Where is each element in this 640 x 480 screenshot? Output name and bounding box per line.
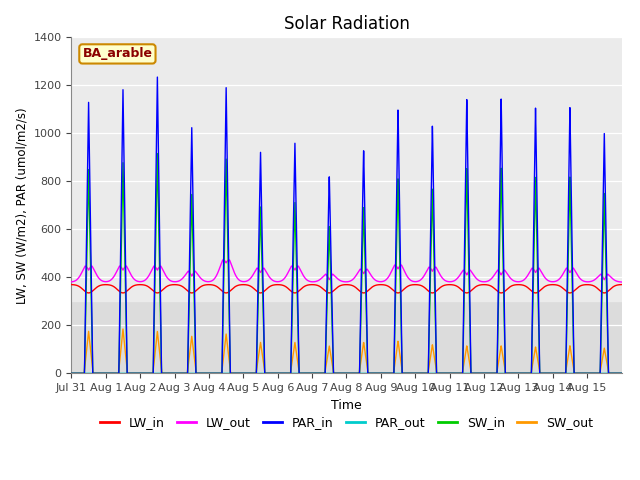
LW_out xyxy=(539,271,547,277)
LW_out xyxy=(182,272,189,278)
Line: LW_out: LW_out xyxy=(72,260,621,282)
LW_out xyxy=(367,272,374,278)
SW_in xyxy=(182,371,189,376)
SW_out xyxy=(525,371,532,376)
Text: BA_arable: BA_arable xyxy=(83,48,152,60)
Legend: LW_in, LW_out, PAR_in, PAR_out, SW_in, SW_out: LW_in, LW_out, PAR_in, PAR_out, SW_in, S… xyxy=(95,411,598,434)
LW_out xyxy=(525,272,532,277)
Line: SW_in: SW_in xyxy=(72,154,621,373)
X-axis label: Time: Time xyxy=(331,398,362,412)
LW_in xyxy=(497,290,505,296)
Line: SW_out: SW_out xyxy=(72,329,621,373)
Title: Solar Radiation: Solar Radiation xyxy=(284,15,410,33)
PAR_out xyxy=(618,371,625,376)
PAR_in xyxy=(367,371,374,376)
SW_in xyxy=(154,151,161,156)
LW_in xyxy=(525,285,532,291)
LW_out xyxy=(497,272,505,277)
PAR_out xyxy=(68,371,76,376)
LW_in xyxy=(539,286,547,291)
LW_in xyxy=(68,282,76,288)
SW_in xyxy=(367,371,374,376)
SW_out xyxy=(119,326,127,332)
SW_in xyxy=(397,285,404,291)
LW_in xyxy=(84,290,92,296)
Line: PAR_in: PAR_in xyxy=(72,77,621,373)
SW_out xyxy=(497,344,505,350)
LW_in xyxy=(397,289,404,295)
SW_out xyxy=(397,355,404,361)
PAR_out xyxy=(182,371,189,376)
PAR_in xyxy=(618,371,625,376)
LW_in xyxy=(618,282,625,288)
LW_out xyxy=(225,257,233,263)
SW_out xyxy=(182,371,189,376)
Line: LW_in: LW_in xyxy=(72,285,621,293)
PAR_in xyxy=(497,108,505,114)
PAR_out xyxy=(539,371,547,376)
PAR_in xyxy=(525,371,532,376)
LW_out xyxy=(618,279,625,285)
SW_in xyxy=(68,371,76,376)
PAR_out xyxy=(524,371,532,376)
SW_in xyxy=(539,371,547,376)
LW_in xyxy=(367,285,374,291)
SW_out xyxy=(68,371,76,376)
PAR_in xyxy=(68,371,76,376)
SW_out xyxy=(539,371,547,376)
PAR_out xyxy=(396,371,404,376)
PAR_out xyxy=(497,371,505,376)
SW_out xyxy=(618,371,625,376)
LW_out xyxy=(397,263,404,268)
SW_in xyxy=(618,371,625,376)
PAR_in xyxy=(154,74,161,80)
SW_in xyxy=(525,371,532,376)
Bar xyxy=(72,37,621,301)
SW_out xyxy=(367,371,374,376)
LW_in xyxy=(182,286,189,292)
PAR_in xyxy=(182,371,189,376)
PAR_out xyxy=(367,371,374,376)
LW_out xyxy=(68,279,76,285)
PAR_in xyxy=(397,255,404,261)
SW_in xyxy=(497,175,505,180)
Y-axis label: LW, SW (W/m2), PAR (umol/m2/s): LW, SW (W/m2), PAR (umol/m2/s) xyxy=(15,107,28,304)
PAR_in xyxy=(539,371,547,376)
